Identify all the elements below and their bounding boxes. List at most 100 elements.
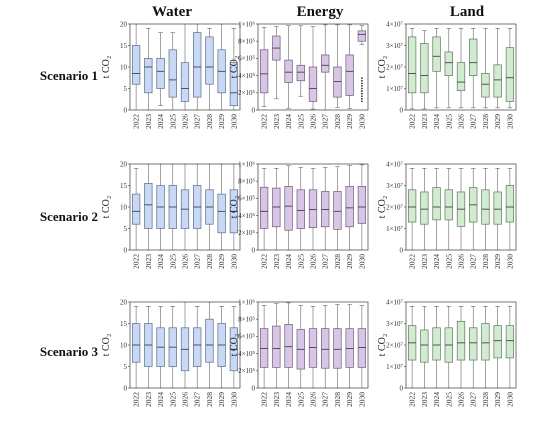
x-tick-label: 2029 [345, 114, 354, 129]
x-tick-label: 2022 [260, 254, 269, 269]
x-tick-label: 2029 [493, 114, 502, 129]
outlier-point [360, 87, 363, 90]
box-2029 [345, 24, 354, 109]
y-tick-label: 2×10⁷ [386, 63, 403, 71]
x-tick-label: 2030 [505, 114, 514, 129]
y-tick-label: 15 [120, 182, 128, 190]
x-tick-label: 2027 [469, 392, 478, 407]
iqr-box [493, 64, 502, 98]
iqr-box [407, 189, 417, 223]
y-tick-label: 3×10⁷ [386, 320, 403, 328]
box-2028 [333, 24, 342, 108]
iqr-box [321, 54, 330, 73]
iqr-box [229, 62, 239, 107]
box-2024 [284, 302, 293, 389]
x-tick-label: 2023 [272, 114, 281, 129]
box-2025 [296, 305, 305, 389]
x-tick-label: 2027 [321, 114, 330, 129]
box-2027 [321, 24, 330, 111]
y-axis-label: t CO₂ [377, 196, 388, 219]
y-tick-label: 5 [124, 85, 128, 93]
x-tick-label: 2022 [132, 114, 141, 129]
boxplot-panel: 0 2×10⁵ 4×10⁵ 6×10⁵ 8×10⁵ 1×10⁶ t CO₂ 2022 2023 2… [228, 160, 376, 280]
iqr-box [284, 186, 293, 231]
x-tick-label: 2025 [296, 254, 305, 269]
y-tick-label: 10 [120, 203, 128, 211]
y-tick-label: 2×10⁵ [238, 229, 255, 237]
box-2029 [493, 28, 502, 109]
y-axis-label: t CO₂ [229, 196, 240, 219]
x-tick-label: 2025 [444, 114, 453, 129]
x-tick-label: 2026 [181, 392, 190, 407]
box-2028 [205, 163, 214, 251]
iqr-box [205, 318, 214, 363]
x-tick-label: 2022 [132, 254, 141, 269]
box-2023 [272, 168, 281, 251]
box-2025 [296, 167, 305, 251]
x-tick-label: 2027 [321, 254, 330, 269]
box-2027 [321, 305, 330, 389]
outlier-point [360, 95, 363, 98]
box-2028 [205, 301, 214, 389]
x-tick-label: 2026 [181, 254, 190, 269]
boxplot-panel: 0 1×10⁷ 2×10⁷ 3×10⁷ 4×10⁷ t CO₂ 2022 2023 2024 20… [376, 20, 524, 140]
y-tick-label: 8×10⁵ [238, 178, 255, 186]
y-tick-label: 10 [120, 63, 128, 71]
iqr-box [284, 324, 293, 368]
box-2023 [420, 30, 429, 110]
boxplot-panel: 0 1×10⁷ 2×10⁷ 3×10⁷ 4×10⁷ t CO₂ 2022 2023 2024 20… [376, 160, 524, 280]
box-2024 [432, 28, 441, 109]
boxplot-panel: 0 5 10 15 20 t CO₂ 2022 2023 2024 2025 2026 2027 202… [100, 298, 248, 418]
x-tick-label: 2027 [321, 392, 330, 407]
y-tick-label: 8×10⁵ [238, 38, 255, 46]
box-2023 [144, 28, 153, 111]
x-tick-label: 2029 [493, 254, 502, 269]
iqr-box [144, 183, 153, 229]
y-tick-label: 1×10⁶ [238, 160, 255, 168]
iqr-box [420, 329, 429, 363]
box-2022 [407, 168, 417, 251]
box-2030 [505, 306, 515, 389]
box-2030 [357, 305, 367, 389]
y-tick-label: 2×10⁷ [386, 341, 403, 349]
row-title-scenario-1: Scenario 1 [39, 68, 98, 83]
y-tick-label: 2×10⁵ [238, 89, 255, 97]
iqr-box [259, 328, 269, 368]
x-tick-label: 2022 [408, 392, 417, 407]
iqr-box [272, 187, 281, 228]
box-2026 [180, 163, 190, 251]
x-tick-label: 2024 [284, 254, 293, 269]
y-tick-label: 0 [400, 246, 404, 254]
box-2023 [272, 26, 281, 100]
iqr-box [505, 325, 515, 359]
y-tick-label: 8×10⁵ [238, 316, 255, 324]
x-tick-label: 2023 [420, 254, 429, 269]
y-tick-label: 0 [252, 384, 256, 392]
x-tick-label: 2027 [193, 254, 202, 269]
iqr-box [444, 189, 453, 221]
box-2022 [259, 305, 269, 389]
iqr-box [456, 321, 466, 361]
column-title-water: Water [152, 4, 192, 20]
iqr-box [407, 36, 417, 94]
iqr-box [456, 62, 466, 92]
iqr-box [308, 328, 318, 368]
boxplot-panel: 0 5 10 15 20 t CO₂ 2022 2023 2024 2025 2026 2027 202… [100, 160, 248, 280]
x-tick-label: 2026 [309, 254, 318, 269]
x-tick-label: 2024 [284, 114, 293, 129]
x-tick-label: 2028 [205, 392, 214, 407]
x-tick-label: 2023 [144, 114, 153, 129]
x-tick-label: 2029 [217, 114, 226, 129]
iqr-box [321, 328, 330, 369]
iqr-box [432, 36, 441, 72]
box-2030 [357, 25, 367, 103]
iqr-box [180, 62, 190, 102]
y-tick-label: 4×10⁵ [238, 350, 255, 358]
y-tick-label: 20 [120, 298, 128, 306]
box-2028 [205, 28, 214, 111]
iqr-box [357, 30, 367, 42]
